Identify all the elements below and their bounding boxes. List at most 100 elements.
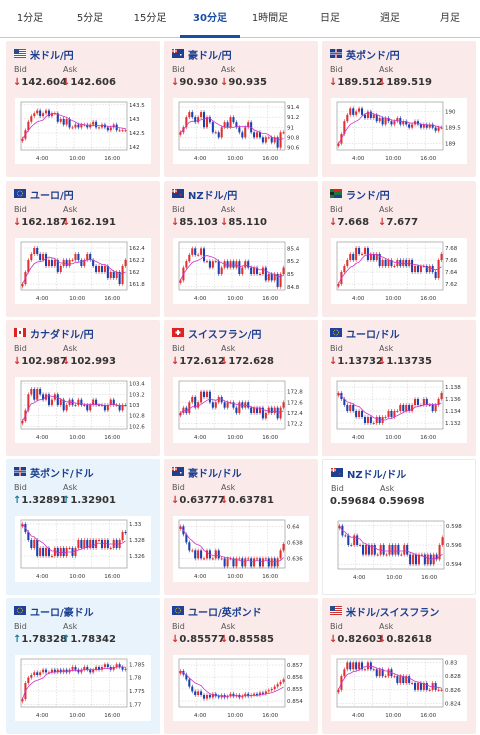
candle-body <box>121 405 124 411</box>
candle-body <box>267 274 270 281</box>
candle-body <box>366 248 369 260</box>
candle-body <box>344 535 347 537</box>
bid-value-number: 0.59684 <box>330 496 376 507</box>
candle-body <box>42 113 45 117</box>
tab-1分足[interactable]: 1分足 <box>16 13 44 24</box>
arrow-down-icon: ↓ <box>220 495 229 506</box>
x-tick-label: 16:00 <box>104 713 120 719</box>
currency-pair-name: 豪ドル/ドル <box>188 469 242 480</box>
country-flag-icon <box>330 328 342 337</box>
y-tick-label: 172.6 <box>287 400 303 406</box>
tab-日足[interactable]: 日足 <box>320 13 340 24</box>
candlestick-chart[interactable]: 0.598 0.596 0.594 4:00 10:00 16:00 <box>332 517 468 583</box>
candle-body <box>241 132 244 138</box>
rate-card[interactable]: 米ドル/円 Bid Ask ↓142.604 ↓142.606 143.5 143 142.5… <box>6 41 160 177</box>
rate-card[interactable]: ユーロ/ドル Bid Ask ↓1.13732 ↓1.13735 1.138 1.136 1.… <box>322 320 476 456</box>
ask-value: ↓142.606 <box>62 77 116 88</box>
rate-card[interactable]: ユーロ/円 Bid Ask ↓162.187 ↓162.191 162.4 162.2 162… <box>6 181 160 317</box>
rate-card[interactable]: ランド/円 Bid Ask ↓7.668 ↓7.677 7.68 7.66 7.64 7.62 4… <box>322 181 476 317</box>
y-tick-label: 0.64 <box>287 524 300 530</box>
candle-body <box>118 272 121 284</box>
arrow-down-icon: ↓ <box>378 356 387 367</box>
candlestick-chart[interactable]: 7.68 7.66 7.64 7.62 4:00 10:00 16:00 <box>331 238 467 304</box>
tab-15分足[interactable]: 15分足 <box>133 13 167 24</box>
candle-body <box>360 662 364 670</box>
candle-body <box>411 124 414 128</box>
candle-body <box>394 545 397 555</box>
rate-card[interactable]: 米ドル/スイスフラン Bid Ask ↓0.82603 ↓0.82618 0.83 0.82… <box>322 598 476 734</box>
candlestick-chart[interactable]: 1.33 1.328 1.326 4:00 10:00 16:00 <box>15 516 151 582</box>
candlestick-chart[interactable]: 0.64 0.638 0.636 4:00 10:00 16:00 <box>173 516 309 582</box>
candlestick-chart[interactable]: 91.4 91.2 91 90.8 90.6 4:00 10:00 16:00 <box>173 98 309 164</box>
candle-body <box>185 534 188 543</box>
moving-average-line <box>339 525 443 560</box>
x-tick-label: 16:00 <box>420 435 436 441</box>
candle-body <box>74 667 77 670</box>
candlestick-chart[interactable]: 143.5 143 142.5 142 4:00 10:00 16:00 <box>15 98 151 164</box>
country-flag-icon <box>172 189 184 198</box>
rate-card[interactable]: スイスフラン/円 Bid Ask ↓172.612 ↓172.628 172.8 172.6… <box>164 320 318 456</box>
tab-1時間足[interactable]: 1時間足 <box>251 13 289 24</box>
rate-card[interactable]: 英ポンド/円 Bid Ask ↓189.512 ↓189.519 190 189.5 189 4… <box>322 41 476 177</box>
candle-body <box>47 260 51 266</box>
candlestick-chart[interactable]: 85.4 85.2 85 84.8 4:00 10:00 16:00 <box>173 238 309 304</box>
rate-card[interactable]: 豪ドル/ドル Bid Ask ↓0.63777 ↓0.63781 0.64 0.638 0.6… <box>164 459 318 595</box>
candle-body <box>74 124 77 128</box>
candle-body <box>279 407 282 419</box>
candle-body <box>399 260 402 266</box>
moving-average-line <box>180 398 284 414</box>
candlestick-chart[interactable]: 1.785 1.78 1.775 1.77 4:00 10:00 16:00 <box>15 655 151 721</box>
y-tick-label: 91.4 <box>287 105 300 111</box>
candle-body <box>118 664 121 667</box>
tab-30分足[interactable]: 30分足 <box>180 0 240 38</box>
candle-body <box>191 686 194 692</box>
rate-card[interactable]: ユーロ/英ポンド Bid Ask ↓0.85577 ↓0.85585 0.857 0.856… <box>164 598 318 734</box>
candle-body <box>200 550 203 559</box>
rate-card[interactable]: 英ポンド/ドル Bid Ask ↑1.32891 ↑1.32901 1.33 1.328 1.… <box>6 459 160 595</box>
candle-body <box>86 540 89 548</box>
candle-body <box>226 122 229 128</box>
rate-card[interactable]: カナダドル/円 Bid Ask ↓102.987 ↓102.993 103.4 103.2 1… <box>6 320 160 456</box>
y-tick-label: 162 <box>129 270 140 276</box>
rate-card[interactable]: NZドル/円 Bid Ask ↓85.103 ↓85.110 85.4 85.2 85 84.8… <box>164 181 318 317</box>
bid-value: ↓172.612 <box>171 356 225 367</box>
ask-value-number: 7.677 <box>386 217 419 228</box>
x-tick-label: 16:00 <box>262 574 278 580</box>
x-tick-label: 16:00 <box>104 435 120 441</box>
candle-body <box>179 280 182 283</box>
candlestick-chart[interactable]: 172.8 172.6 172.4 172.2 4:00 10:00 16:00 <box>173 377 309 443</box>
ask-value-number: 172.628 <box>228 356 274 367</box>
candle-body <box>417 554 421 565</box>
candle-body <box>358 662 361 670</box>
y-tick-label: 0.596 <box>446 543 462 549</box>
candle-body <box>403 545 406 555</box>
candle-body <box>53 548 56 556</box>
candle-body <box>211 122 214 133</box>
x-tick-label: 10:00 <box>69 713 85 719</box>
y-tick-label: 0.856 <box>287 675 303 681</box>
country-flag-icon <box>172 328 184 337</box>
candlestick-chart[interactable]: 162.4 162.2 162 161.8 4:00 10:00 16:00 <box>15 238 151 304</box>
candle-body <box>191 397 194 403</box>
candlestick-chart[interactable]: 1.138 1.136 1.134 1.132 4:00 10:00 16:00 <box>331 377 467 443</box>
rate-card[interactable]: ユーロ/豪ドル Bid Ask ↑1.78328 ↑1.78342 1.785 1.78 1.… <box>6 598 160 734</box>
candlestick-chart[interactable]: 190 189.5 189 4:00 10:00 16:00 <box>331 98 467 164</box>
candlestick-chart[interactable]: 0.857 0.856 0.855 0.854 4:00 10:00 16:00 <box>173 655 309 721</box>
tab-5分足[interactable]: 5分足 <box>76 13 104 24</box>
tab-月足[interactable]: 月足 <box>440 13 460 24</box>
currency-pair-name: NZドル/円 <box>188 191 238 202</box>
candle-body <box>30 254 33 260</box>
ask-label: Ask <box>63 483 78 492</box>
country-flag-icon <box>172 49 184 58</box>
tab-週足[interactable]: 週足 <box>380 13 400 24</box>
candle-body <box>103 664 106 667</box>
candle-body <box>21 284 24 287</box>
y-tick-label: 172.8 <box>287 390 303 396</box>
candle-body <box>30 116 33 122</box>
candlestick-chart[interactable]: 103.4 103.2 103 102.8 102.6 4:00 10:00 16:00 <box>15 377 151 443</box>
rate-card[interactable]: NZドル/ドル Bid Ask 0.59684 0.59698 0.598 0.596 0.5… <box>322 459 476 595</box>
rate-card[interactable]: 豪ドル/円 Bid Ask ↓90.930 ↓90.935 91.4 91.2 91 90.8 9… <box>164 41 318 177</box>
ask-value-number: 189.519 <box>386 77 432 88</box>
candlestick-chart[interactable]: 0.83 0.828 0.826 0.824 4:00 10:00 16:00 <box>331 655 467 721</box>
candle-body <box>97 127 101 129</box>
